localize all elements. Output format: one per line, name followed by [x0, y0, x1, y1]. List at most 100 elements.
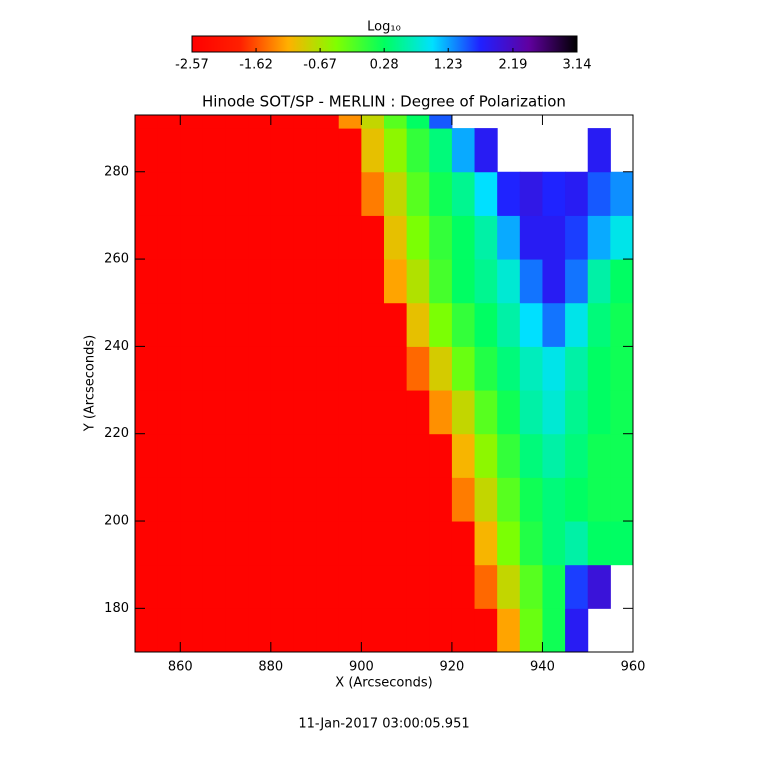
heatmap-cell	[157, 477, 181, 522]
heatmap-cell	[338, 302, 362, 347]
heatmap-cell	[361, 477, 385, 522]
heatmap-cell	[316, 521, 340, 566]
y-tick-label: 280	[104, 164, 129, 179]
heatmap-cell	[406, 128, 430, 173]
heatmap-cell	[135, 433, 159, 478]
heatmap-cell	[248, 564, 272, 609]
heatmap-cell	[474, 433, 498, 478]
heatmap-cell	[135, 564, 159, 609]
heatmap-cell	[519, 521, 543, 566]
y-tick-label: 220	[104, 426, 129, 441]
heatmap-cell	[270, 171, 294, 216]
heatmap-cell	[542, 390, 566, 435]
heatmap-cell	[497, 521, 521, 566]
y-tick-label: 180	[104, 601, 129, 616]
heatmap-cell	[202, 477, 227, 522]
heatmap-cell	[316, 128, 340, 173]
heatmap-cell	[519, 433, 543, 478]
heatmap-cell	[225, 215, 249, 260]
heatmap-cell	[270, 433, 294, 478]
heatmap-cell	[565, 564, 589, 609]
heatmap-cell	[610, 521, 633, 566]
heatmap-cell	[610, 215, 633, 260]
heatmap-cell	[384, 259, 408, 304]
heatmap-cell	[248, 608, 272, 652]
footer-date: 11-Jan-2017 03:00:05.951	[298, 717, 469, 732]
heatmap-cell	[225, 346, 249, 391]
y-tick-label: 240	[104, 339, 129, 354]
heatmap-cell	[587, 433, 611, 478]
heatmap-cell	[497, 608, 521, 652]
heatmap-cell	[542, 608, 566, 652]
heatmap-cell	[157, 128, 181, 173]
heatmap-cell	[384, 302, 408, 347]
x-axis-label: X (Arcseconds)	[335, 676, 432, 691]
heatmap-cell	[225, 128, 249, 173]
heatmap-cell	[248, 302, 272, 347]
heatmap-cell	[429, 477, 453, 522]
heatmap-cell	[225, 433, 249, 478]
heatmap-cell	[157, 171, 181, 216]
heatmap-cell	[135, 128, 159, 173]
heatmap-cell	[474, 302, 498, 347]
heatmap-cell	[406, 608, 430, 652]
colorbar-tick-label: -1.62	[239, 58, 273, 73]
heatmap-cell	[338, 128, 362, 173]
heatmap-cell	[361, 390, 385, 435]
heatmap-cell	[451, 433, 476, 478]
heatmap-cell	[157, 390, 181, 435]
heatmap-cell	[610, 346, 633, 391]
x-tick-label: 940	[530, 660, 555, 675]
heatmap-cell	[270, 521, 294, 566]
heatmap-cell	[406, 477, 430, 522]
heatmap-cell	[248, 346, 272, 391]
heatmap-cell	[565, 433, 589, 478]
heatmap-cell	[384, 346, 408, 391]
heatmap-cell	[293, 390, 317, 435]
heatmap-cell	[202, 521, 227, 566]
heatmap-cell	[610, 390, 633, 435]
heatmap-cell	[429, 521, 453, 566]
heatmap-cell	[180, 346, 204, 391]
heatmap-cell	[225, 115, 249, 129]
heatmap-cell	[202, 215, 227, 260]
heatmap-cell	[338, 215, 362, 260]
colorbar-label: Log₁₀	[367, 20, 401, 35]
heatmap-cell	[338, 390, 362, 435]
heatmap-cell	[157, 564, 181, 609]
heatmap-cell	[497, 390, 521, 435]
heatmap-cell	[338, 608, 362, 652]
heatmap-cell	[565, 171, 589, 216]
heatmap-cell	[316, 433, 340, 478]
heatmap-cell	[497, 564, 521, 609]
heatmap-cell	[180, 390, 204, 435]
heatmap-cell	[135, 259, 159, 304]
heatmap-cell	[180, 128, 204, 173]
heatmap-cell	[248, 521, 272, 566]
heatmap-cell	[293, 433, 317, 478]
heatmap-cell	[565, 477, 589, 522]
heatmap-cell	[202, 171, 227, 216]
heatmap-cell	[587, 346, 611, 391]
heatmap-cell	[293, 302, 317, 347]
heatmap-cell	[384, 128, 408, 173]
colorbar-tick-label: 2.19	[498, 58, 527, 73]
heatmap-cell	[293, 171, 317, 216]
heatmap-cell	[135, 477, 159, 522]
heatmap-cell	[497, 346, 521, 391]
heatmap-cell	[338, 521, 362, 566]
y-tick-label: 200	[104, 514, 129, 529]
heatmap-cell	[157, 115, 181, 129]
heatmap-cell	[157, 521, 181, 566]
heatmap-cell	[429, 259, 453, 304]
heatmap-cell	[451, 477, 476, 522]
heatmap-cell	[497, 215, 521, 260]
heatmap-cell	[316, 259, 340, 304]
heatmap-cell	[316, 564, 340, 609]
heatmap-cell	[406, 390, 430, 435]
heatmap-cell	[361, 346, 385, 391]
heatmap-cell	[384, 477, 408, 522]
heatmap-cell	[135, 171, 159, 216]
heatmap-cell	[248, 215, 272, 260]
heatmap-cell	[565, 259, 589, 304]
